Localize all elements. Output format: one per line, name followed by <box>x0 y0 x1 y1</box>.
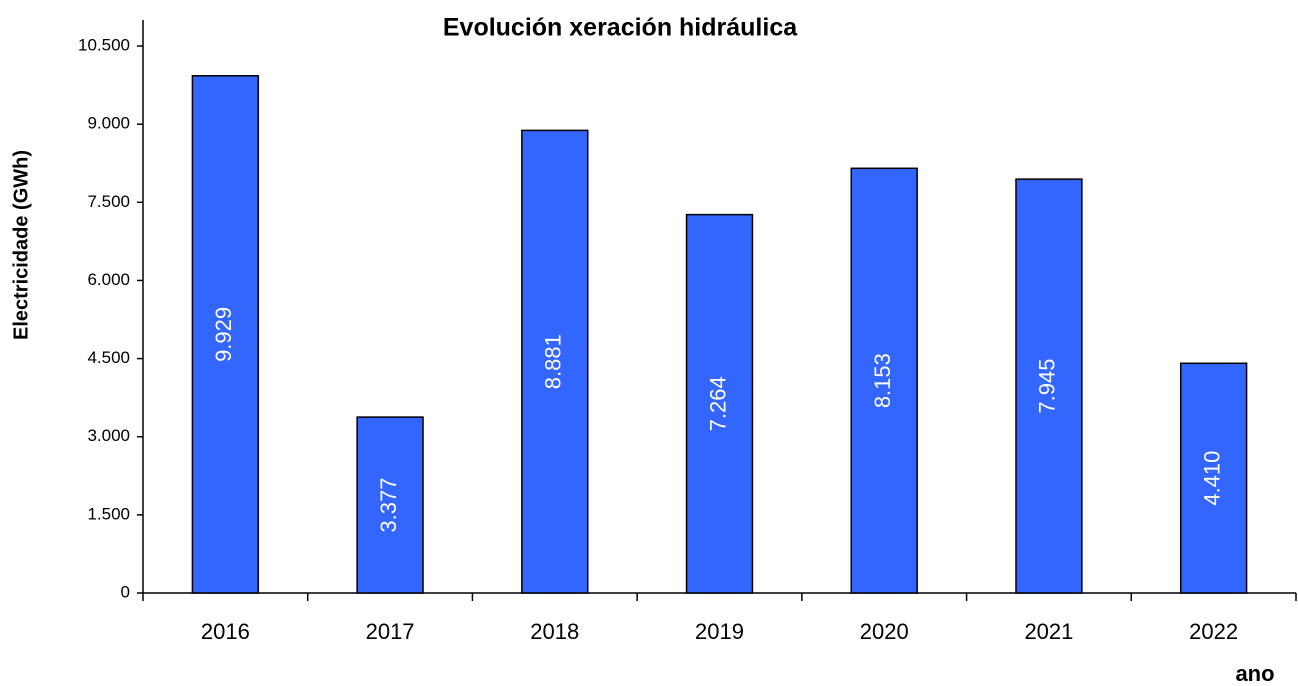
value-label: 7.264 <box>705 376 730 431</box>
y-tick-label: 3.000 <box>87 426 130 445</box>
y-tick-label: 0 <box>121 582 130 601</box>
bar <box>356 416 424 594</box>
y-tick-label: 10.500 <box>78 36 130 55</box>
y-tick-label: 7.500 <box>87 192 130 211</box>
bar <box>850 167 918 594</box>
bar <box>521 129 589 594</box>
x-axis-label: ano <box>1235 661 1274 686</box>
y-axis-label: Electricidade (GWh) <box>10 150 32 340</box>
y-tick-label: 4.500 <box>87 348 130 367</box>
x-tick-label: 2021 <box>1024 619 1073 644</box>
value-label: 8.881 <box>541 334 566 389</box>
x-tick-label: 2020 <box>860 619 909 644</box>
bar <box>1015 178 1083 594</box>
x-tick-label: 2019 <box>695 619 744 644</box>
value-label: 4.410 <box>1199 451 1224 506</box>
value-label: 3.377 <box>376 478 401 533</box>
y-tick-label: 1.500 <box>87 504 130 523</box>
y-tick-label: 9.000 <box>87 114 130 133</box>
bar <box>685 213 754 594</box>
value-label: 7.945 <box>1035 359 1060 414</box>
bar <box>191 75 260 594</box>
chart-title: Evolución xeración hidráulica <box>443 14 798 42</box>
x-tick-label: 2016 <box>201 619 250 644</box>
x-tick-label: 2018 <box>530 619 579 644</box>
x-tick-label: 2022 <box>1189 619 1238 644</box>
value-label: 8.153 <box>870 353 895 408</box>
x-tick-label: 2017 <box>366 619 415 644</box>
value-label: 9.929 <box>211 307 236 362</box>
bar <box>1179 362 1248 594</box>
y-tick-label: 6.000 <box>87 270 130 289</box>
